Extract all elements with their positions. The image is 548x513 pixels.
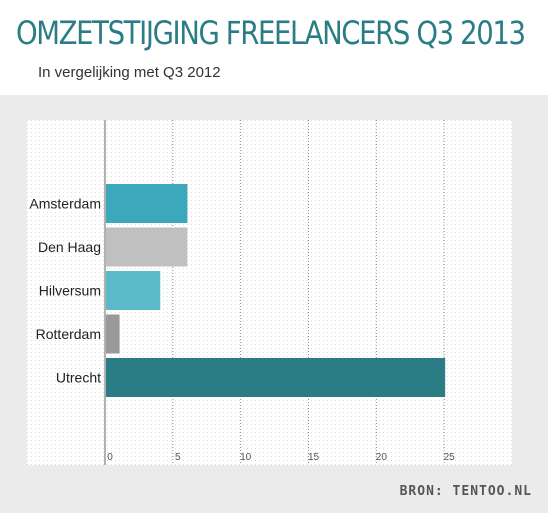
chart-title: OMZETSTIJGING FREELANCERS Q3 2013 — [16, 14, 526, 52]
bar-utrecht — [106, 358, 446, 397]
category-label: Amsterdam — [29, 196, 101, 212]
x-tick-label: 10 — [240, 452, 252, 463]
bar-amsterdam — [106, 184, 188, 223]
chart-subtitle: In vergelijking met Q3 2012 — [38, 64, 221, 81]
category-label: Den Haag — [38, 239, 101, 255]
category-label: Rotterdam — [36, 326, 101, 342]
bar-hilversum — [106, 271, 161, 310]
category-label: Utrecht — [56, 370, 101, 386]
x-tick-label: 25 — [444, 452, 456, 463]
bar-chart: Amsterdam Den Haag Hilversum Rotterdam Utrec… — [27, 120, 512, 465]
chart-header: OMZETSTIJGING FREELANCERS Q3 2013 In ver… — [0, 0, 548, 95]
source-credit: BRON: TENTOO.NL — [399, 484, 532, 499]
bar-den-haag — [106, 227, 188, 267]
bars — [106, 184, 446, 397]
x-tick-label: 0 — [107, 452, 113, 463]
x-tick-label: 15 — [308, 452, 320, 463]
x-tick-label: 20 — [376, 452, 388, 463]
x-tick-label: 5 — [175, 452, 181, 463]
category-label: Hilversum — [39, 283, 101, 299]
category-labels: Amsterdam Den Haag Hilversum Rotterdam Utrec… — [29, 196, 101, 386]
chart-area: Amsterdam Den Haag Hilversum Rotterdam Utrec… — [27, 120, 512, 465]
x-tick-labels: 0 5 10 15 20 25 — [107, 452, 455, 463]
bar-rotterdam — [106, 314, 120, 354]
gridlines — [104, 120, 445, 465]
